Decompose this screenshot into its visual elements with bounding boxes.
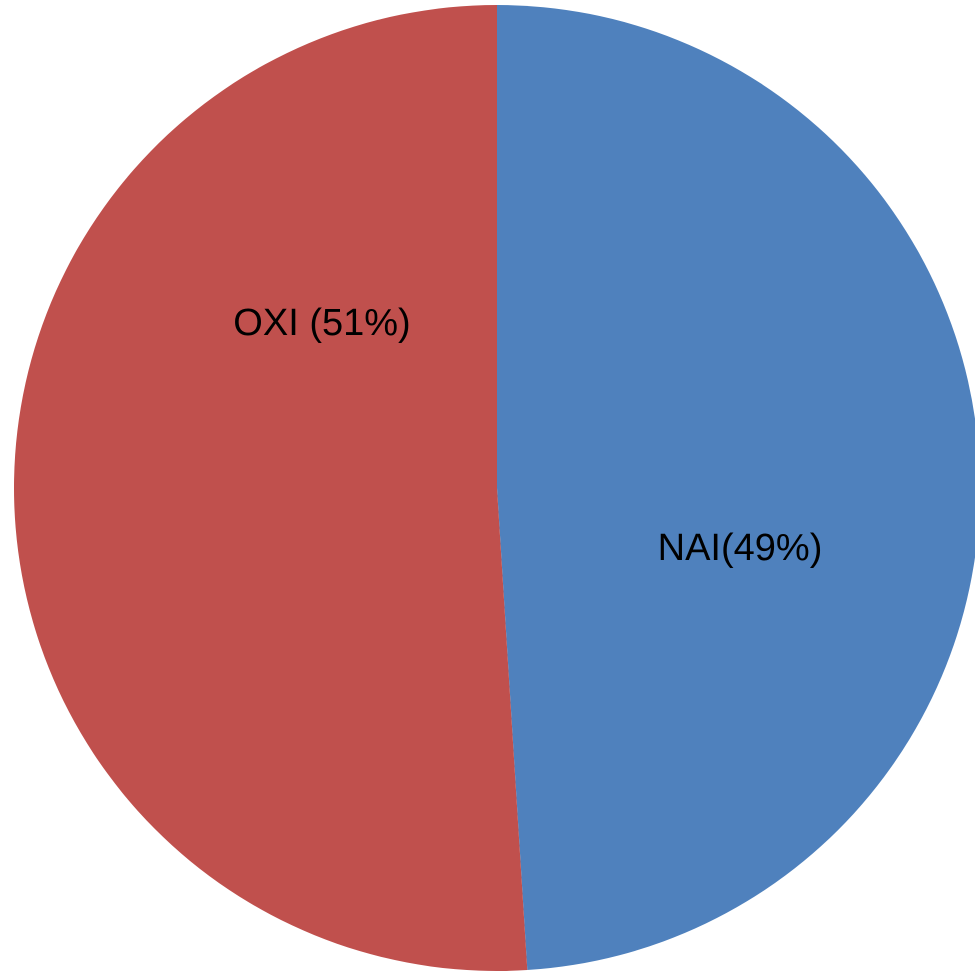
slice-label: OXI (51%)	[233, 302, 410, 344]
slice-label: NAI(49%)	[658, 527, 823, 569]
pie-slice	[13, 5, 528, 972]
pie-slice	[497, 5, 975, 971]
